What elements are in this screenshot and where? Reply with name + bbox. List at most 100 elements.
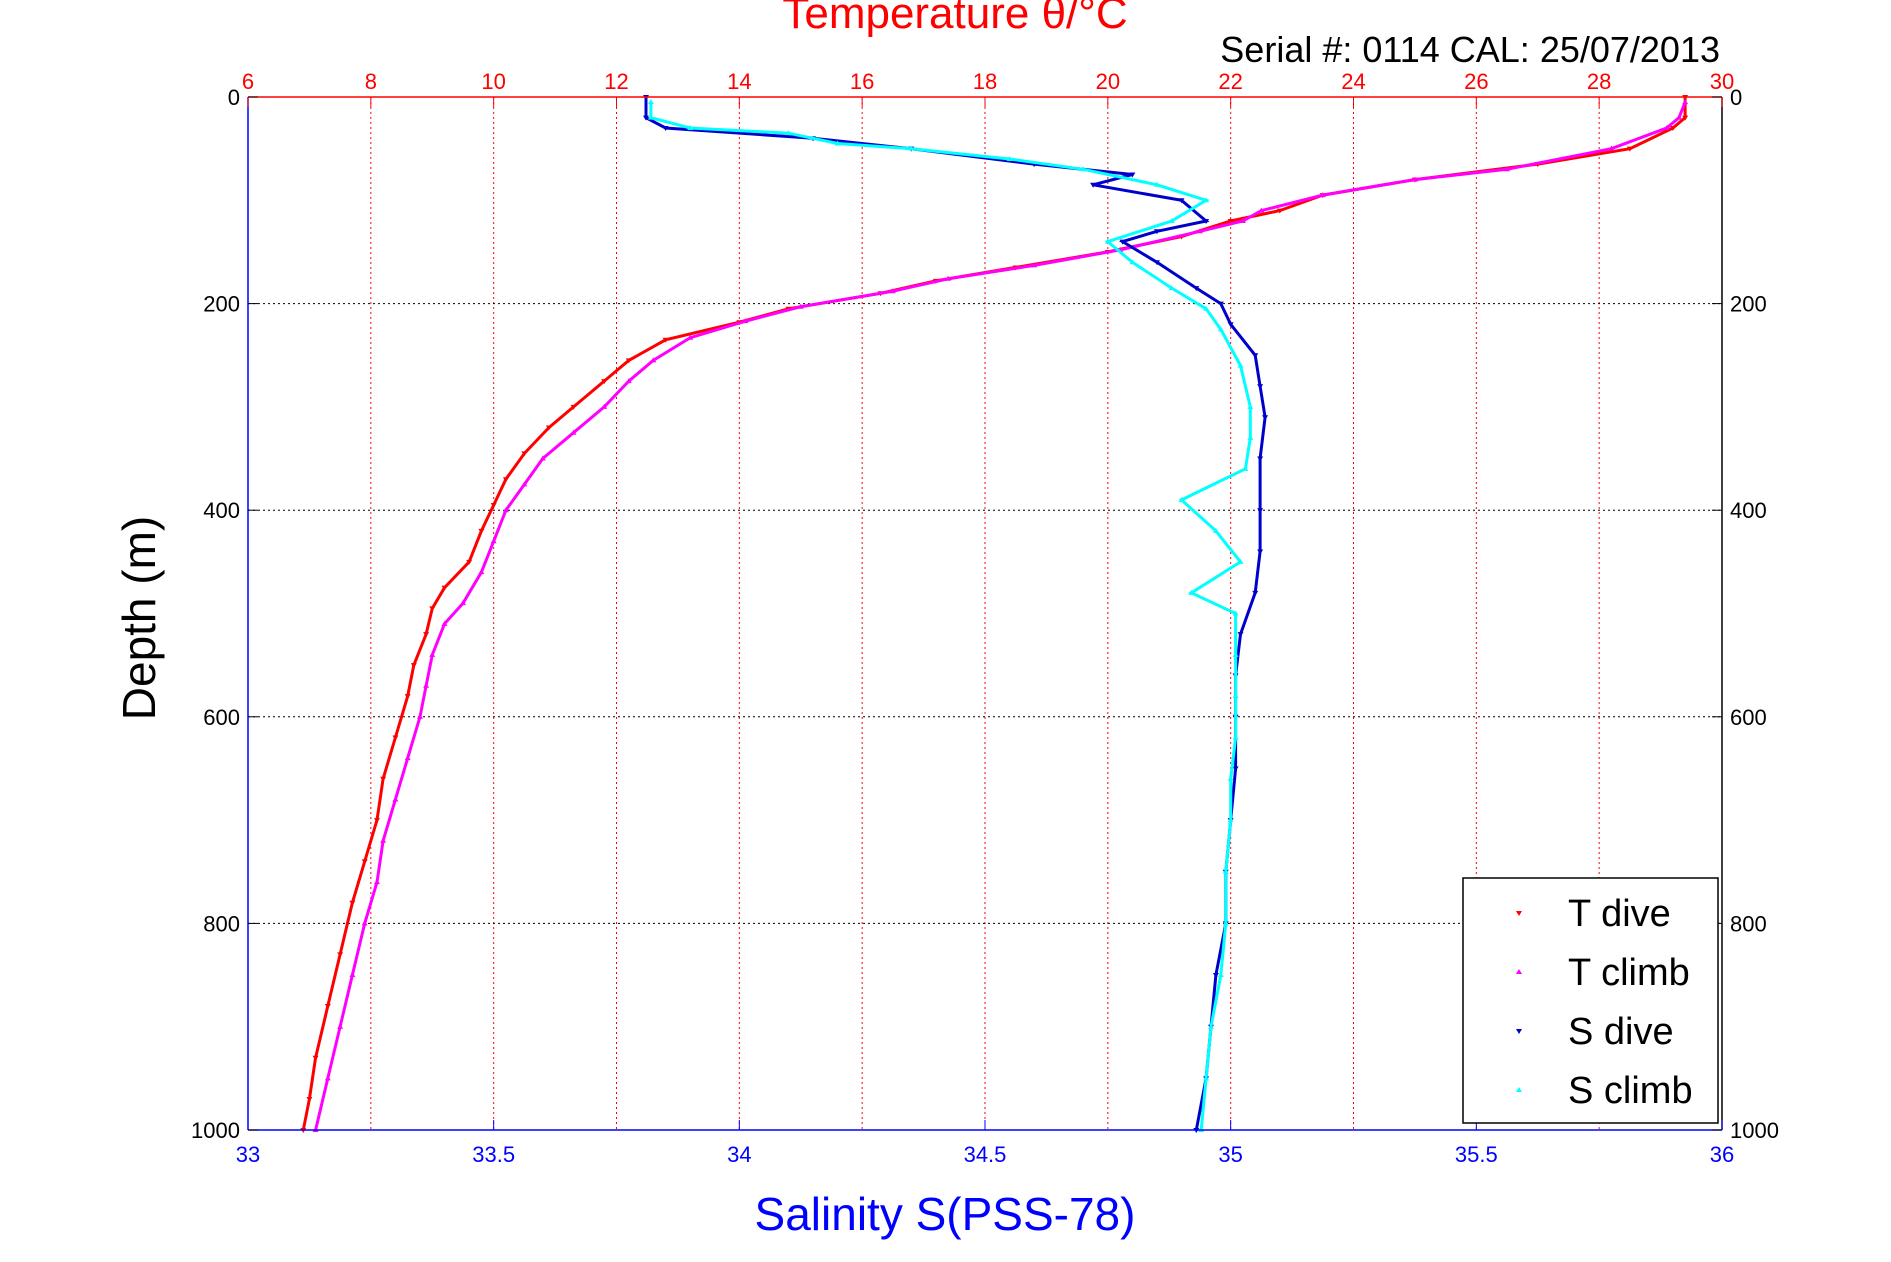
chart-subtitle: Serial #: 0114 CAL: 25/07/2013 [1220, 29, 1720, 70]
data-point [1682, 115, 1689, 121]
data-point [785, 130, 792, 136]
data-point [1212, 973, 1219, 979]
data-point [502, 477, 509, 483]
data-point [1257, 456, 1264, 462]
legend-marker [1516, 969, 1522, 974]
data-point [1168, 285, 1175, 291]
data-point [1258, 207, 1265, 213]
salinity-tick-label: 34 [727, 1142, 751, 1167]
data-point [404, 755, 411, 761]
data-point [601, 403, 608, 409]
depth-tick-label-right: 1000 [1730, 1118, 1779, 1143]
data-point [312, 1055, 319, 1061]
data-point [1676, 114, 1683, 120]
data-point [410, 663, 417, 669]
data-point [416, 713, 423, 719]
temperature-tick-label: 28 [1587, 69, 1611, 94]
data-point [1104, 238, 1111, 244]
data-point [478, 528, 485, 534]
data-point [349, 900, 356, 906]
depth-tick-label-left: 1000 [191, 1118, 240, 1143]
x-axis-label-salinity: Salinity S(PSS-78) [755, 1188, 1136, 1240]
data-point [324, 1004, 331, 1010]
data-point [742, 318, 749, 324]
temperature-tick-label: 26 [1464, 69, 1488, 94]
data-point [429, 606, 436, 612]
data-point [662, 125, 669, 131]
data-point [404, 694, 411, 700]
data-point [1504, 166, 1511, 172]
depth-tick-label-right: 800 [1730, 911, 1767, 936]
temperature-tick-label: 6 [242, 69, 254, 94]
data-point [1276, 208, 1283, 214]
chart-title: Temperature θ/°C [782, 0, 1127, 38]
series-t-climb [312, 99, 1689, 1132]
legend-marker [1516, 1087, 1522, 1092]
data-point [361, 859, 368, 865]
legend-label: T climb [1568, 952, 1690, 994]
data-point [945, 275, 952, 281]
data-point [1129, 172, 1136, 178]
data-point [1168, 217, 1175, 223]
data-point [1262, 415, 1269, 421]
data-point [1203, 1075, 1210, 1081]
data-point [1031, 262, 1038, 268]
data-point [797, 303, 804, 309]
data-point [642, 115, 649, 121]
data-point [1203, 305, 1210, 311]
data-point [1227, 322, 1234, 328]
data-point [441, 585, 448, 591]
temperature-tick-label: 30 [1710, 69, 1734, 94]
legend-marker [1516, 911, 1522, 916]
data-point [1222, 868, 1229, 874]
data-point [1242, 465, 1249, 471]
salinity-tick-label: 36 [1710, 1142, 1734, 1167]
data-point [490, 538, 497, 544]
salinity-tick-label: 33 [236, 1142, 260, 1167]
temperature-tick-label: 14 [727, 69, 751, 94]
data-point [647, 99, 654, 105]
legend-label: T dive [1568, 893, 1671, 935]
depth-tick-label-right: 200 [1730, 292, 1767, 317]
data-point [1153, 181, 1160, 187]
legend: T dive T climb S dive S climb [1462, 877, 1719, 1124]
data-point [490, 503, 497, 509]
data-point [1129, 259, 1136, 265]
data-point [1203, 218, 1210, 224]
data-point [337, 952, 344, 958]
data-point [361, 920, 368, 926]
data-point [1247, 434, 1254, 440]
data-point [521, 481, 528, 487]
data-point [625, 358, 632, 364]
data-point [1669, 125, 1676, 131]
data-point [570, 404, 577, 410]
data-point [429, 651, 436, 657]
data-point [889, 288, 896, 294]
data-point [306, 1097, 313, 1103]
legend-box [1462, 877, 1719, 1124]
data-point [1153, 229, 1160, 235]
data-point [662, 337, 669, 343]
depth-tick-label-right: 0 [1730, 85, 1742, 110]
data-point [380, 837, 387, 843]
legend-marker [1516, 1029, 1522, 1034]
data-point [1227, 775, 1234, 781]
temperature-tick-label: 20 [1096, 69, 1120, 94]
data-point [1196, 228, 1203, 234]
temperature-tick-label: 22 [1218, 69, 1242, 94]
data-point [1153, 260, 1160, 266]
data-point [441, 620, 448, 626]
data-point [687, 124, 694, 130]
data-point [1080, 166, 1087, 172]
depth-tick-label-left: 400 [203, 498, 240, 523]
data-point [1237, 632, 1244, 638]
data-point [459, 600, 466, 606]
data-point [1217, 301, 1224, 307]
data-point [1232, 610, 1239, 616]
data-point [834, 140, 841, 146]
data-point [1188, 589, 1195, 595]
data-point [349, 972, 356, 978]
